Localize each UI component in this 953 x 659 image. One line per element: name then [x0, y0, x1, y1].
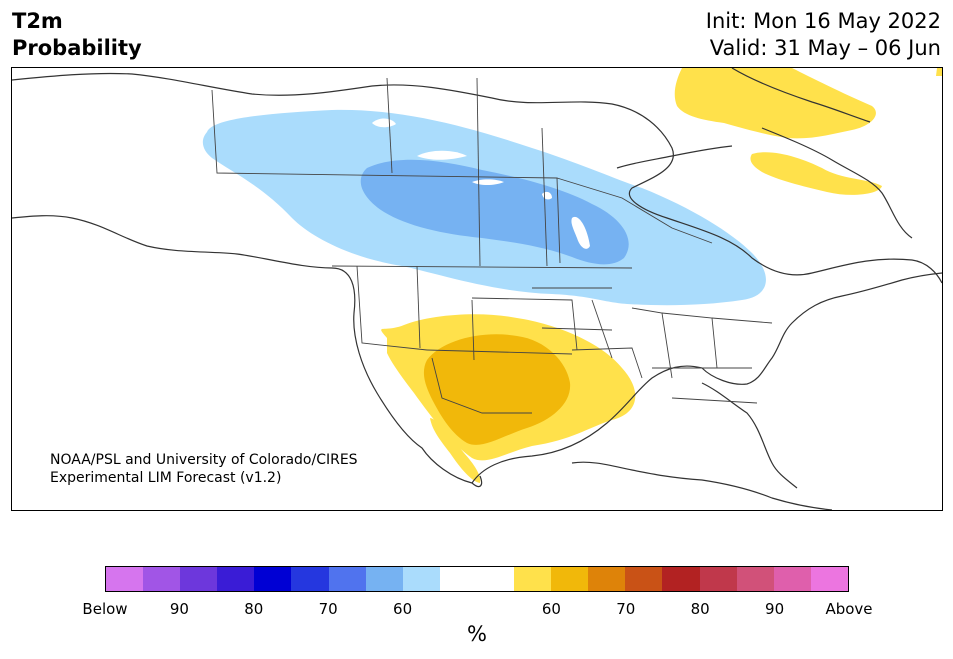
colorbar-segment: [180, 567, 218, 591]
above-60-baja: [430, 418, 481, 483]
colorbar-segment: [365, 567, 403, 591]
political-borders: [211, 77, 773, 414]
lake-shape: [372, 118, 396, 128]
colorbar-segment: [551, 567, 589, 591]
above-60-greenland: [674, 68, 876, 139]
lake-shape: [417, 150, 467, 160]
coastlines: [12, 68, 942, 510]
map-title: T2m Probability: [12, 8, 142, 62]
colorbar-tick-label: 80: [690, 600, 710, 618]
colorbar-tick-label: 90: [765, 600, 785, 618]
colorbar-tick-label: Above: [825, 600, 873, 618]
colorbar-tick-label: Below: [82, 600, 128, 618]
colorbar-segment: [439, 567, 477, 591]
init-date: Init: Mon 16 May 2022: [705, 9, 941, 33]
colorbar-segment: [514, 567, 552, 591]
colorbar-segment: [736, 567, 774, 591]
colorbar-segment: [143, 567, 181, 591]
probability-colorbar: [105, 566, 849, 592]
title-variable: T2m: [12, 9, 63, 33]
colorbar-segment: [476, 567, 515, 591]
forecast-dates: Init: Mon 16 May 2022 Valid: 31 May – 06…: [706, 8, 941, 62]
colorbar-unit: %: [467, 622, 487, 646]
colorbar-tick-label: 90: [169, 600, 189, 618]
title-type: Probability: [12, 36, 142, 60]
colorbar-tick-label: 70: [616, 600, 636, 618]
colorbar-tick-label: 60: [541, 600, 561, 618]
colorbar-segment: [402, 567, 440, 591]
lake-shape: [571, 216, 590, 249]
colorbar-segment: [625, 567, 663, 591]
credit-line-1: NOAA/PSL and University of Colorado/CIRE…: [50, 452, 358, 468]
colorbar-segment: [588, 567, 626, 591]
valid-period: Valid: 31 May – 06 Jun: [709, 36, 941, 60]
above-70-region: [423, 334, 571, 445]
colorbar-segment: [291, 567, 329, 591]
credit-line-2: Experimental LIM Forecast (v1.2): [50, 470, 282, 486]
lake-shape: [472, 179, 504, 185]
north-america-map: [12, 68, 942, 510]
colorbar-segment: [773, 567, 811, 591]
above-60-labrador: [750, 152, 882, 195]
above-60-greenland-tip: [936, 68, 942, 76]
colorbar-segment: [810, 567, 848, 591]
colorbar-segment: [699, 567, 737, 591]
data-credit: NOAA/PSL and University of Colorado/CIRE…: [50, 451, 358, 487]
colorbar-tick-label: 60: [393, 600, 413, 618]
colorbar-segment: [328, 567, 366, 591]
colorbar-segment: [254, 567, 292, 591]
below-70-region: [360, 159, 629, 265]
colorbar-tick-label: 80: [244, 600, 264, 618]
colorbar-segment: [217, 567, 255, 591]
colorbar-segment: [106, 567, 144, 591]
map-panel: NOAA/PSL and University of Colorado/CIRE…: [11, 67, 943, 511]
colorbar-tick-label: 70: [318, 600, 338, 618]
colorbar-segment: [662, 567, 700, 591]
